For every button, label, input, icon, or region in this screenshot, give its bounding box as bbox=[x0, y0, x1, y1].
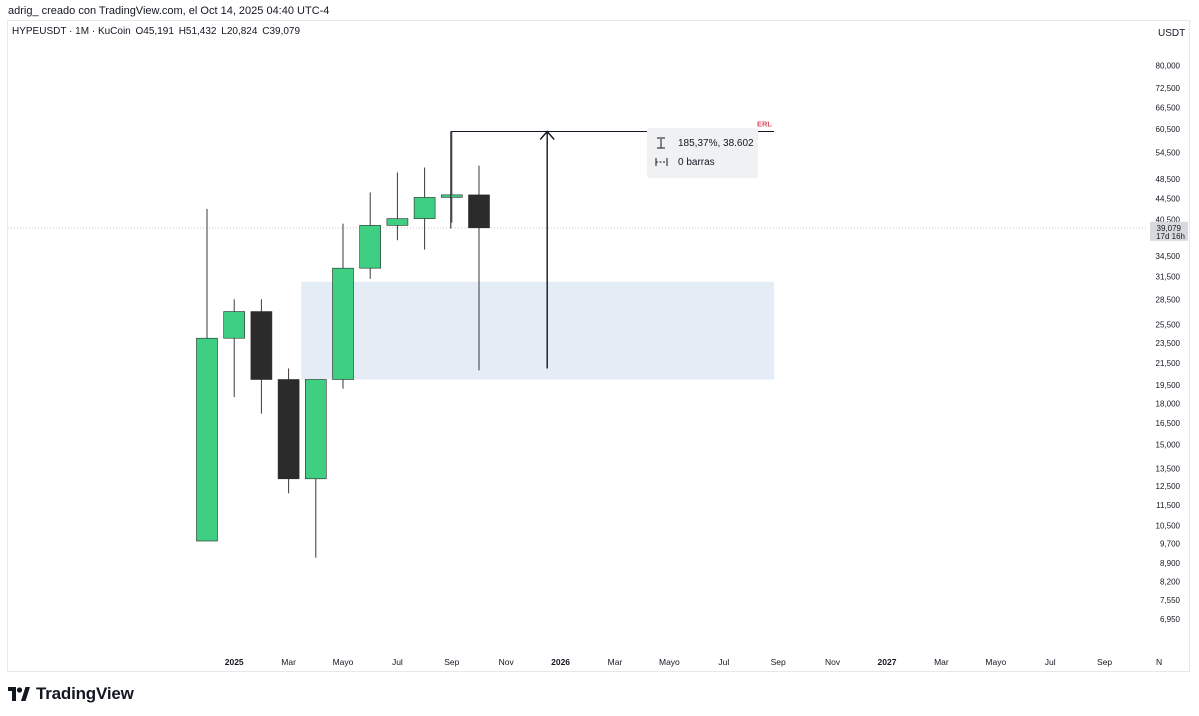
candle bbox=[250, 299, 273, 414]
x-tick-label: 2025 bbox=[225, 657, 244, 667]
candle bbox=[359, 192, 382, 279]
y-tick-label: 16,500 bbox=[1156, 419, 1181, 428]
candle-body bbox=[332, 267, 354, 380]
x-tick-label: Jul bbox=[392, 657, 403, 667]
y-tick-label: 10,500 bbox=[1156, 521, 1181, 530]
measure-arrow-head bbox=[539, 130, 555, 140]
y-tick-label: 66,500 bbox=[1156, 103, 1181, 112]
y-tick-label: 11,500 bbox=[1156, 501, 1180, 510]
chart-caption: adrig_ creado con TradingView.com, el Oc… bbox=[8, 5, 330, 17]
x-tick-label: Mayo bbox=[985, 657, 1006, 667]
candle-body bbox=[413, 197, 436, 219]
y-tick-label: 18,000 bbox=[1156, 399, 1181, 408]
candle-body bbox=[304, 379, 327, 480]
y-tick-label: 6,950 bbox=[1160, 615, 1181, 624]
y-tick-label: 44,500 bbox=[1156, 194, 1181, 203]
brand-footer[interactable]: TradingView bbox=[8, 684, 134, 704]
y-tick-label: 8,900 bbox=[1160, 559, 1181, 568]
tradingview-logo-icon bbox=[8, 687, 30, 701]
x-tick-label: Mayo bbox=[333, 657, 354, 667]
symbol-legend[interactable]: HYPEUSDT · 1M · KuCoin O45,191 H51,432 L… bbox=[12, 26, 302, 37]
symbol-name[interactable]: HYPEUSDT · 1M · KuCoin bbox=[12, 26, 131, 37]
candle bbox=[196, 208, 218, 542]
x-tick-label: Mar bbox=[934, 657, 949, 667]
y-tick-label: 72,500 bbox=[1156, 84, 1181, 93]
y-tick-label: 54,500 bbox=[1156, 149, 1181, 158]
x-tick-label: 2026 bbox=[551, 657, 570, 667]
demand-zone bbox=[301, 281, 774, 380]
y-tick-label: 31,500 bbox=[1156, 273, 1181, 282]
ohlc-low: L20,824 bbox=[221, 26, 258, 37]
y-tick-label: 9,700 bbox=[1160, 539, 1181, 548]
candle bbox=[468, 165, 490, 371]
chart-frame bbox=[7, 20, 1190, 672]
y-tick-label: 15,000 bbox=[1156, 441, 1181, 450]
candle bbox=[277, 368, 300, 494]
candle-body bbox=[223, 311, 245, 339]
candle bbox=[332, 223, 354, 389]
candle bbox=[440, 131, 463, 223]
y-tick-label: 23,500 bbox=[1156, 339, 1181, 348]
last-price-value: 39,079 bbox=[1157, 224, 1182, 233]
candle bbox=[386, 172, 409, 241]
candle bbox=[304, 379, 327, 558]
x-tick-label: Mayo bbox=[659, 657, 680, 667]
candle-body bbox=[277, 379, 300, 480]
y-tick-label: 12,500 bbox=[1156, 482, 1181, 491]
y-tick-label: 8,200 bbox=[1160, 577, 1181, 586]
countdown-value: 17d 16h bbox=[1156, 232, 1185, 241]
y-tick-label: 48,500 bbox=[1156, 175, 1181, 184]
x-tick-label: Mar bbox=[281, 657, 296, 667]
candle bbox=[223, 299, 245, 398]
candle-body bbox=[386, 218, 409, 226]
candle-body bbox=[468, 194, 490, 229]
x-tick-label: Jul bbox=[718, 657, 729, 667]
x-tick-label: Nov bbox=[825, 657, 841, 667]
x-tick-label: Sep bbox=[444, 657, 459, 667]
x-tick-label: N bbox=[1156, 657, 1162, 667]
ohlc-close: C39,079 bbox=[262, 26, 301, 37]
ohlc-open: O45,191 bbox=[135, 26, 174, 37]
currency-label[interactable]: USDT bbox=[1158, 28, 1186, 39]
measure-bars: 0 barras bbox=[678, 157, 715, 168]
candle-body bbox=[250, 311, 273, 380]
last-price-tag bbox=[1150, 221, 1188, 241]
x-tick-label: Nov bbox=[499, 657, 515, 667]
erl-label: ERL bbox=[757, 119, 772, 128]
x-tick-label: Mar bbox=[608, 657, 623, 667]
y-tick-label: 19,500 bbox=[1156, 381, 1181, 390]
y-tick-label: 80,000 bbox=[1156, 62, 1181, 71]
ohlc-high: H51,432 bbox=[178, 26, 217, 37]
measure-value: 185,37%, 38.602 bbox=[678, 138, 754, 149]
y-tick-label: 28,500 bbox=[1156, 295, 1181, 304]
x-tick-label: Jul bbox=[1045, 657, 1056, 667]
y-tick-label: 21,500 bbox=[1156, 359, 1181, 368]
candle-body bbox=[196, 337, 218, 542]
y-tick-label: 60,500 bbox=[1156, 125, 1181, 134]
x-tick-label: Sep bbox=[771, 657, 786, 667]
y-tick-label: 40,500 bbox=[1156, 216, 1181, 225]
x-tick-label: 2027 bbox=[878, 657, 897, 667]
y-tick-label: 34,500 bbox=[1156, 252, 1181, 261]
candle-body bbox=[440, 194, 463, 198]
y-tick-label: 25,500 bbox=[1156, 320, 1181, 329]
y-tick-label: 13,500 bbox=[1156, 464, 1181, 473]
measure-info-box bbox=[647, 128, 758, 178]
y-tick-label: 7,550 bbox=[1160, 596, 1181, 605]
candle bbox=[413, 167, 436, 250]
candle-body bbox=[359, 225, 382, 269]
x-tick-label: Sep bbox=[1097, 657, 1112, 667]
brand-name: TradingView bbox=[36, 684, 134, 703]
